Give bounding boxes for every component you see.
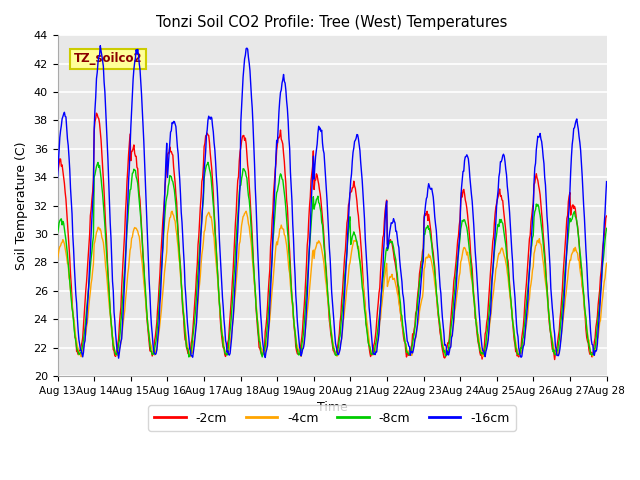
Legend: -2cm, -4cm, -8cm, -16cm: -2cm, -4cm, -8cm, -16cm — [148, 406, 516, 431]
Y-axis label: Soil Temperature (C): Soil Temperature (C) — [15, 142, 28, 270]
Title: Tonzi Soil CO2 Profile: Tree (West) Temperatures: Tonzi Soil CO2 Profile: Tree (West) Temp… — [156, 15, 508, 30]
X-axis label: Time: Time — [317, 401, 348, 414]
Text: TZ_soilco2: TZ_soilco2 — [74, 52, 143, 65]
